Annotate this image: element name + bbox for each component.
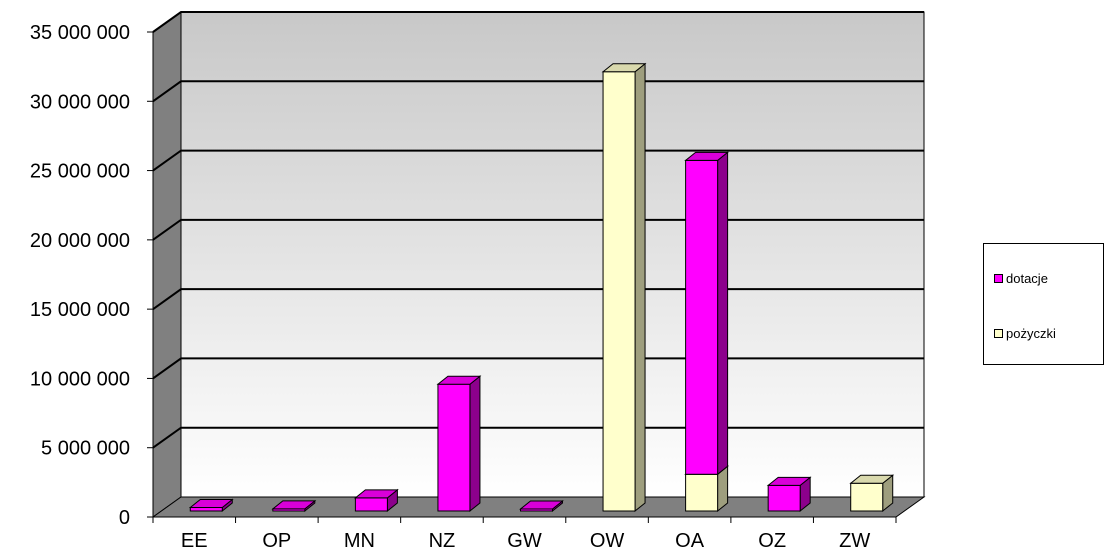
x-tick-label: MN	[344, 530, 375, 552]
bar-EE-dotacje	[188, 498, 234, 513]
x-tick-label: GW	[507, 530, 542, 552]
bar-NZ-dotacje	[436, 375, 482, 513]
gridline	[152, 288, 924, 310]
gridline	[152, 426, 924, 449]
x-tick-label: OZ	[758, 530, 786, 552]
bar-MN-dotacje	[353, 488, 399, 513]
gridline	[152, 218, 924, 241]
y-tick-label: 35 000 000	[30, 22, 130, 44]
x-tick-label: EE	[181, 530, 208, 552]
bar-OP-dotacje	[271, 499, 317, 513]
legend-swatch-dotacje	[994, 274, 1003, 283]
x-tick-label: OW	[590, 530, 625, 552]
legend-label-pozyczki: pożyczki	[1006, 326, 1056, 341]
gridline	[152, 149, 924, 172]
x-tick-label: OP	[262, 530, 291, 552]
y-tick-label: 15 000 000	[30, 299, 130, 321]
legend-swatch-pozyczki	[994, 329, 1003, 338]
legend: dotacje pożyczki	[983, 243, 1104, 365]
x-tick-label: ZW	[839, 530, 870, 552]
y-tick-label: 0	[119, 507, 130, 529]
y-tick-label: 30 000 000	[30, 91, 130, 113]
bar-OW-pozyczki	[601, 62, 647, 513]
y-tick-label: 25 000 000	[30, 161, 130, 183]
legend-item-dotacje: dotacje	[994, 271, 1048, 286]
side-wall	[152, 11, 182, 518]
legend-item-pozyczki: pożyczki	[994, 326, 1056, 341]
back-wall	[180, 11, 925, 498]
gridline	[152, 357, 924, 380]
gridline	[152, 11, 924, 33]
legend-label-dotacje: dotacje	[1006, 271, 1048, 286]
y-tick-label: 10 000 000	[30, 368, 130, 390]
bar-OA-dotacje	[684, 151, 730, 476]
bar-ZW-pozyczki	[849, 474, 895, 513]
gridline	[152, 80, 924, 103]
y-tick-label: 20 000 000	[30, 230, 130, 252]
bar-OZ-dotacje	[766, 476, 812, 513]
bar-GW-dotacje	[519, 499, 564, 513]
x-tick-label: OA	[675, 530, 705, 552]
y-tick-label: 5 000 000	[41, 438, 130, 460]
x-tick-label: NZ	[429, 530, 456, 552]
